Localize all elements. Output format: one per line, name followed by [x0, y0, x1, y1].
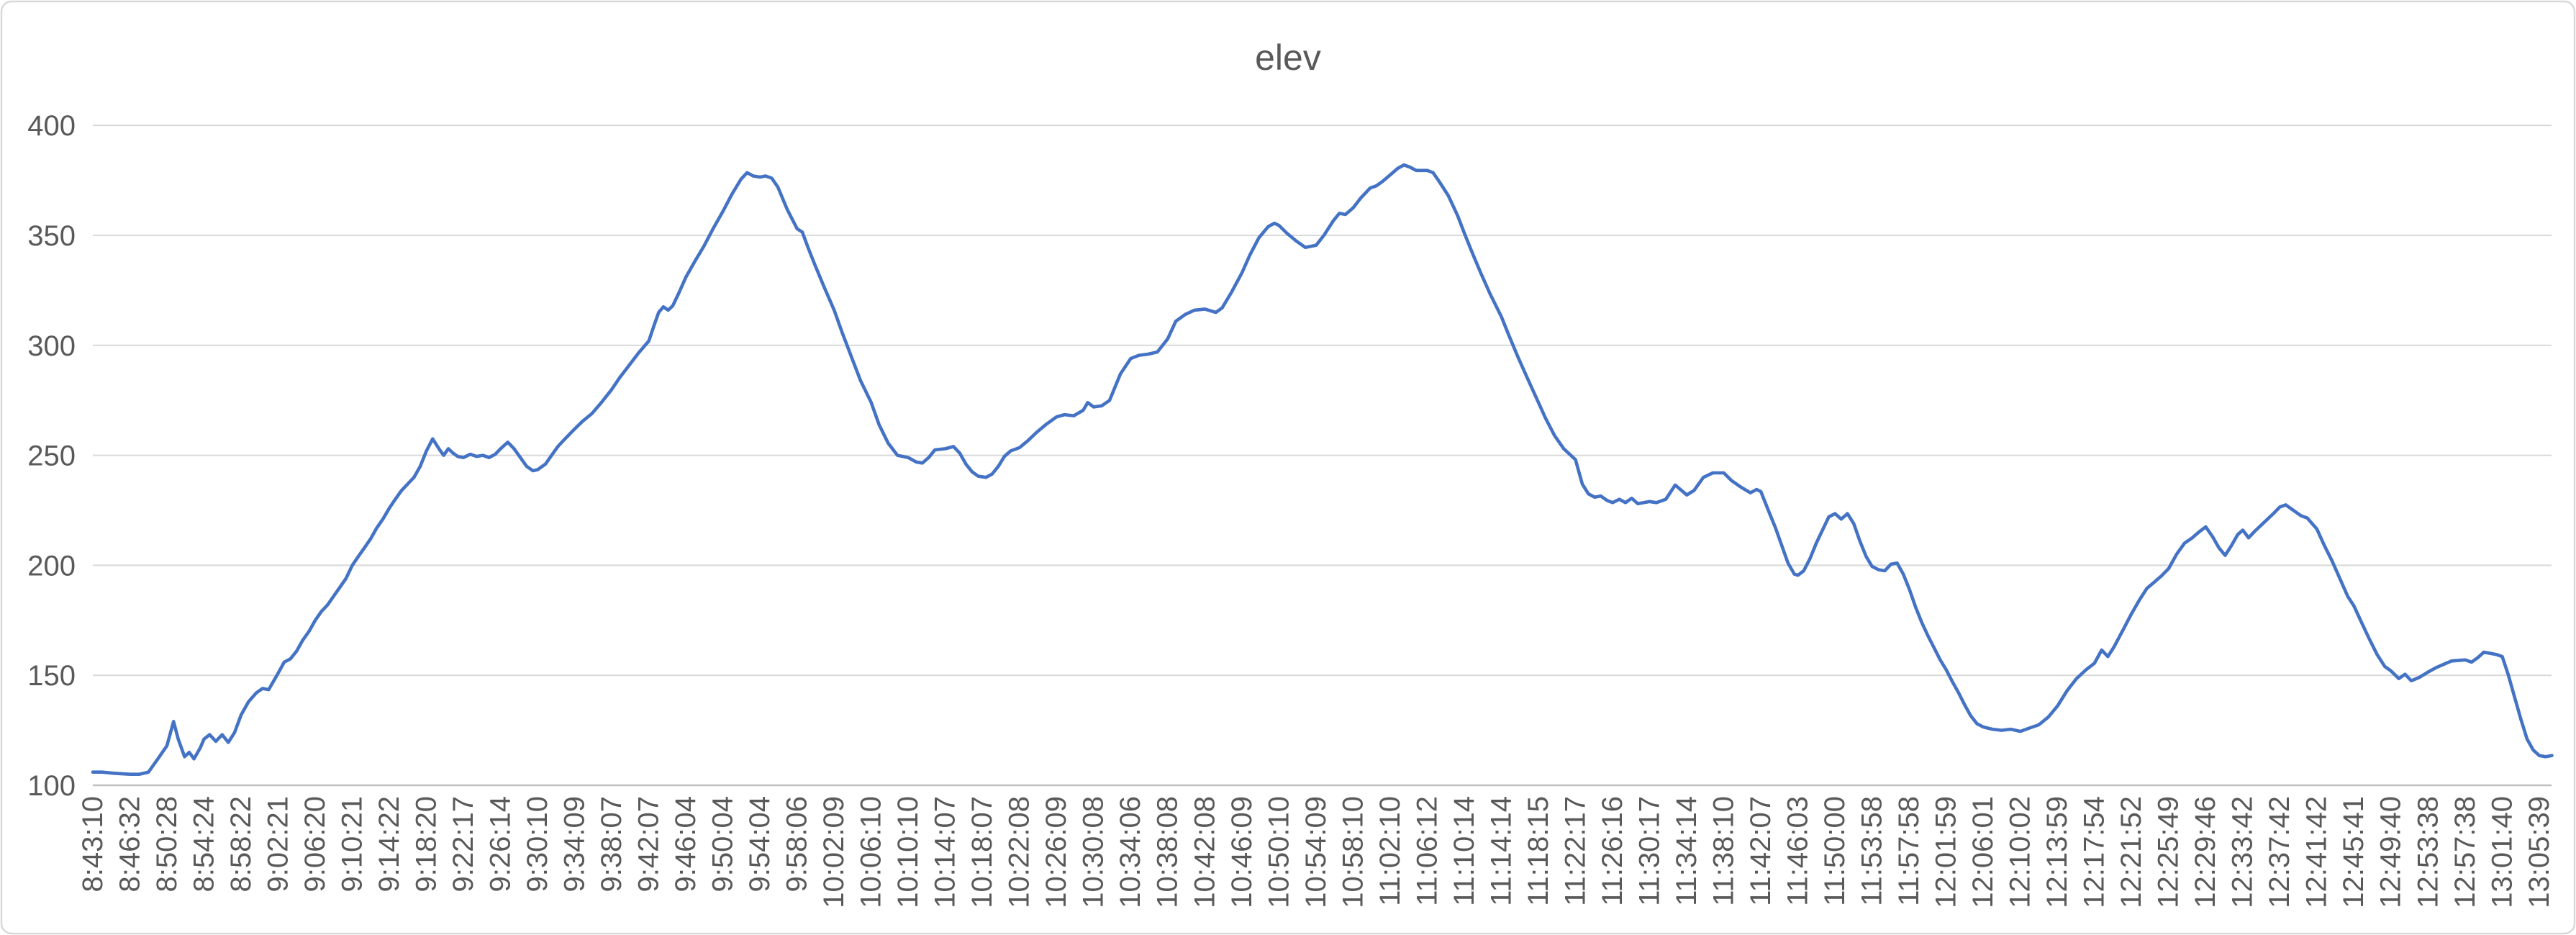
x-axis-label: 11:10:14: [1448, 796, 1480, 906]
gridlines: [93, 125, 2552, 677]
x-axis-label: 11:34:14: [1671, 796, 1702, 906]
y-axis-label: 150: [27, 660, 76, 692]
x-axis-label: 12:21:52: [2115, 796, 2147, 908]
elevation-line: [91, 163, 2554, 776]
x-axis-label: 10:54:09: [1300, 796, 1332, 908]
y-axis-label: 350: [27, 220, 76, 252]
x-axis-label: 8:46:32: [114, 796, 145, 892]
x-axis-label: 9:46:04: [670, 796, 702, 892]
x-axis-label: 9:50:04: [707, 796, 739, 892]
x-axis-label: 9:22:17: [448, 796, 479, 892]
x-axis-label: 9:54:04: [744, 796, 776, 892]
x-axis-label: 8:58:22: [225, 796, 257, 892]
x-axis-label: 11:30:17: [1633, 796, 1665, 906]
x-axis-label: 10:02:09: [818, 796, 850, 908]
x-axis-label: 10:10:10: [892, 796, 924, 908]
x-axis-label: 10:46:09: [1226, 796, 1258, 908]
x-axis-label: 11:18:15: [1523, 796, 1554, 906]
x-axis-label: 11:42:07: [1745, 796, 1777, 906]
x-axis-label: 12:25:49: [2153, 796, 2185, 908]
x-axis-label: 12:37:42: [2264, 796, 2295, 908]
x-axis-label: 9:18:20: [410, 796, 442, 892]
x-axis-label: 12:57:38: [2449, 796, 2481, 908]
x-axis-label: 11:06:12: [1411, 796, 1443, 906]
x-axis-label: 13:01:40: [2486, 796, 2518, 908]
x-axis-label: 10:26:09: [1040, 796, 1072, 908]
x-axis-label: 8:54:24: [188, 796, 219, 892]
x-axis-labels: 8:43:10 8:46:32 8:50:28 8:54:24 8:58:22 9:02:…: [77, 796, 2555, 908]
x-axis-label: 10:34:06: [1115, 796, 1146, 908]
x-axis-label: 12:45:41: [2338, 796, 2369, 908]
x-axis-label: 9:06:20: [299, 796, 331, 892]
x-axis-label: 11:50:00: [1819, 796, 1851, 906]
x-axis-label: 11:02:10: [1374, 796, 1406, 906]
x-axis-label: 11:46:03: [1782, 796, 1814, 906]
x-axis-label: 9:42:07: [633, 796, 665, 892]
x-axis-label: 9:02:21: [262, 796, 294, 892]
x-axis-label: 10:14:07: [930, 796, 961, 908]
x-axis-label: 12:10:02: [2005, 796, 2036, 908]
y-axis-label: 250: [27, 441, 76, 472]
x-axis-label: 11:38:10: [1708, 796, 1740, 906]
y-axis-label: 100: [27, 770, 76, 802]
x-axis-label: 10:18:07: [966, 796, 998, 908]
x-axis-label: 12:33:42: [2227, 796, 2259, 908]
x-axis-label: 11:26:16: [1597, 796, 1628, 906]
x-axis-label: 12:41:42: [2301, 796, 2333, 908]
x-axis-label: 11:53:58: [1856, 796, 1888, 906]
x-axis-label: 12:06:01: [1967, 796, 1999, 908]
x-axis-label: 12:13:59: [2041, 796, 2073, 908]
x-axis-label: 9:14:22: [373, 796, 405, 892]
y-axis-labels: 100 150 200 250 300 350 400: [27, 110, 76, 802]
x-axis-label: 9:30:10: [522, 796, 553, 892]
x-axis-label: 10:42:08: [1189, 796, 1220, 908]
y-axis-label: 400: [27, 110, 76, 142]
x-axis-label: 8:50:28: [151, 796, 183, 892]
x-axis-label: 13:05:39: [2523, 796, 2555, 908]
y-axis-label: 300: [27, 330, 76, 362]
x-axis-label: 9:10:21: [336, 796, 368, 892]
x-axis-label: 11:22:17: [1559, 796, 1591, 906]
x-axis-label: 9:34:09: [559, 796, 591, 892]
x-axis-label: 11:14:14: [1485, 796, 1517, 906]
y-axis-label: 200: [27, 550, 76, 582]
x-axis-label: 12:17:54: [2079, 796, 2110, 908]
x-axis-label: 10:58:10: [1337, 796, 1369, 908]
x-axis-label: 12:01:59: [1931, 796, 1962, 908]
x-axis-label: 10:50:10: [1263, 796, 1294, 908]
x-axis-label: 8:43:10: [77, 796, 109, 892]
x-axis-label: 10:22:08: [1004, 796, 1035, 908]
x-axis-label: 12:53:38: [2412, 796, 2444, 908]
x-axis-label: 10:30:08: [1078, 796, 1110, 908]
x-axis-label: 9:26:14: [485, 796, 517, 892]
x-axis-label: 12:29:46: [2190, 796, 2221, 908]
x-axis-label: 9:58:06: [781, 796, 813, 892]
x-axis-label: 10:06:10: [856, 796, 887, 908]
x-axis-label: 9:38:07: [596, 796, 627, 892]
x-axis-label: 10:38:08: [1152, 796, 1184, 908]
chart-title: elev: [1255, 37, 1321, 78]
x-axis-label: 11:57:58: [1893, 796, 1925, 906]
x-axis-label: 12:49:40: [2375, 796, 2407, 908]
